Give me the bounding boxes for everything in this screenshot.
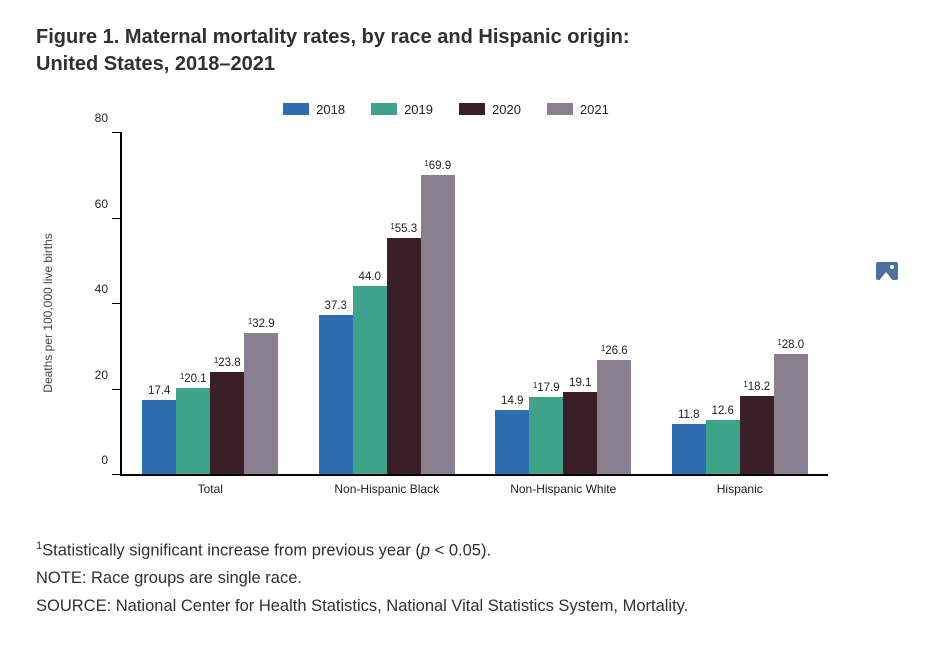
- bar: 169.9: [421, 175, 455, 474]
- legend-swatch: [459, 103, 485, 115]
- image-placeholder-icon: [876, 262, 898, 280]
- page: Figure 1. Maternal mortality rates, by r…: [0, 0, 940, 667]
- legend-item: 2019: [371, 96, 433, 122]
- bar-value-label: 169.9: [424, 160, 451, 172]
- footnote-note: NOTE: Race groups are single race.: [36, 566, 904, 592]
- category-label: Non-Hispanic White: [475, 482, 652, 496]
- bar: 19.1: [563, 392, 597, 474]
- y-tick-label: 0: [101, 453, 108, 467]
- bar: 11.8: [672, 424, 706, 474]
- legend-swatch: [371, 103, 397, 115]
- bar: 12.6: [706, 420, 740, 474]
- footnote-significance: 1Statistically significant increase from…: [36, 538, 904, 564]
- y-tick: [112, 474, 122, 475]
- bar: 17.4: [142, 400, 176, 474]
- bar: 44.0: [353, 286, 387, 474]
- legend-label: 2021: [580, 102, 609, 117]
- bar-value-label: 19.1: [569, 377, 591, 389]
- bar-group: 37.344.0155.3169.9Non-Hispanic Black: [299, 132, 476, 474]
- bar-group: 17.4120.1123.8132.9Total: [122, 132, 299, 474]
- footnotes: 1Statistically significant increase from…: [36, 538, 904, 619]
- category-label: Hispanic: [652, 482, 829, 496]
- bar-value-label: 11.8: [678, 409, 700, 421]
- bar: 126.6: [597, 360, 631, 474]
- bar: 37.3: [319, 315, 353, 474]
- y-tick-label: 20: [95, 368, 108, 382]
- legend-item: 2021: [547, 96, 609, 122]
- bar-value-label: 155.3: [390, 223, 417, 235]
- bar-value-label: 17.4: [148, 385, 170, 397]
- y-tick: [112, 132, 122, 133]
- bar-value-label: 117.9: [533, 382, 560, 394]
- category-label: Total: [122, 482, 299, 496]
- figure-title: Figure 1. Maternal mortality rates, by r…: [36, 24, 776, 78]
- bar-value-label: 14.9: [501, 395, 523, 407]
- y-tick: [112, 303, 122, 304]
- y-tick: [112, 218, 122, 219]
- title-line-2: United States, 2018–2021: [36, 53, 275, 75]
- bar-value-label: 128.0: [777, 339, 804, 351]
- bar: 132.9: [244, 333, 278, 474]
- bar-value-label: 12.6: [712, 405, 734, 417]
- category-label: Non-Hispanic Black: [299, 482, 476, 496]
- bar-value-label: 123.8: [214, 357, 241, 369]
- title-line-1: Figure 1. Maternal mortality rates, by r…: [36, 26, 630, 48]
- footnote-source: SOURCE: National Center for Health Stati…: [36, 594, 904, 620]
- bar: 118.2: [740, 396, 774, 474]
- legend-item: 2018: [283, 96, 345, 122]
- y-axis-label: Deaths per 100,000 live births: [41, 233, 55, 392]
- bar: 128.0: [774, 354, 808, 474]
- bar: 14.9: [495, 410, 529, 474]
- legend-label: 2018: [316, 102, 345, 117]
- y-tick: [112, 389, 122, 390]
- bar: 123.8: [210, 372, 244, 474]
- legend-item: 2020: [459, 96, 521, 122]
- y-tick-label: 80: [95, 111, 108, 125]
- y-tick-label: 60: [95, 197, 108, 211]
- bar: 117.9: [529, 397, 563, 474]
- chart-legend: 2018 2019 2020 2021: [56, 96, 836, 122]
- bar-value-label: 118.2: [743, 381, 770, 393]
- plot-area: 17.4120.1123.8132.9Total37.344.0155.3169…: [120, 132, 828, 476]
- legend-swatch: [547, 103, 573, 115]
- bar-group: 14.9117.919.1126.6Non-Hispanic White: [475, 132, 652, 474]
- bar-value-label: 120.1: [180, 373, 207, 385]
- bar-value-label: 37.3: [325, 300, 347, 312]
- bar-group: 11.812.6118.2128.0Hispanic: [652, 132, 829, 474]
- bar-value-label: 126.6: [601, 345, 628, 357]
- legend-swatch: [283, 103, 309, 115]
- legend-label: 2019: [404, 102, 433, 117]
- bar-groups: 17.4120.1123.8132.9Total37.344.0155.3169…: [122, 132, 828, 474]
- bar: 120.1: [176, 388, 210, 474]
- legend-label: 2020: [492, 102, 521, 117]
- chart: 2018201920202021 Deaths per 100,000 live…: [56, 96, 836, 516]
- bar-value-label: 44.0: [359, 271, 381, 283]
- y-tick-label: 40: [95, 282, 108, 296]
- bar-value-label: 132.9: [248, 318, 275, 330]
- bar: 155.3: [387, 238, 421, 474]
